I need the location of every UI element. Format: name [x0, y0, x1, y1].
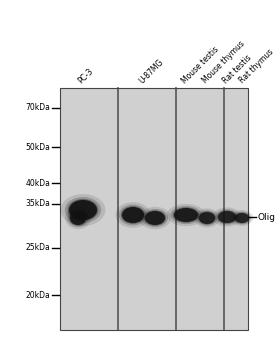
Text: Mouse thymus: Mouse thymus [201, 39, 246, 85]
Ellipse shape [65, 207, 91, 229]
Ellipse shape [68, 209, 88, 227]
Ellipse shape [139, 207, 171, 229]
Ellipse shape [119, 205, 147, 225]
Ellipse shape [233, 211, 251, 224]
Ellipse shape [68, 199, 98, 221]
Text: Olig1: Olig1 [258, 212, 275, 222]
Ellipse shape [70, 211, 86, 225]
Ellipse shape [197, 210, 218, 226]
Ellipse shape [170, 206, 202, 224]
Ellipse shape [142, 209, 168, 227]
Ellipse shape [215, 209, 239, 225]
Ellipse shape [213, 208, 241, 226]
Ellipse shape [122, 207, 144, 223]
Ellipse shape [235, 213, 249, 223]
Text: 50kDa: 50kDa [25, 142, 50, 152]
Ellipse shape [65, 197, 101, 223]
Ellipse shape [69, 200, 97, 220]
Ellipse shape [69, 210, 87, 226]
Ellipse shape [173, 207, 199, 223]
Text: 20kDa: 20kDa [25, 290, 50, 300]
Ellipse shape [167, 204, 205, 226]
Ellipse shape [198, 211, 216, 225]
Text: 25kDa: 25kDa [25, 244, 50, 252]
Text: PC-3: PC-3 [77, 66, 95, 85]
Ellipse shape [145, 211, 165, 225]
Ellipse shape [60, 194, 105, 226]
Ellipse shape [218, 211, 236, 223]
Text: U-87MG: U-87MG [138, 57, 166, 85]
Ellipse shape [116, 202, 151, 228]
Bar [60, 88, 248, 330]
Ellipse shape [217, 210, 237, 224]
Text: 35kDa: 35kDa [25, 199, 50, 209]
Ellipse shape [234, 212, 250, 224]
Text: Rat testis: Rat testis [221, 53, 253, 85]
Ellipse shape [121, 206, 145, 224]
Ellipse shape [144, 210, 166, 226]
Text: 70kDa: 70kDa [25, 104, 50, 112]
Ellipse shape [174, 208, 198, 222]
Ellipse shape [231, 210, 253, 226]
Text: Mouse testis: Mouse testis [180, 44, 220, 85]
Text: 40kDa: 40kDa [25, 178, 50, 188]
Text: Rat thymus: Rat thymus [238, 47, 275, 85]
Ellipse shape [194, 208, 220, 228]
Ellipse shape [199, 212, 215, 224]
Bar [60, 88, 248, 330]
